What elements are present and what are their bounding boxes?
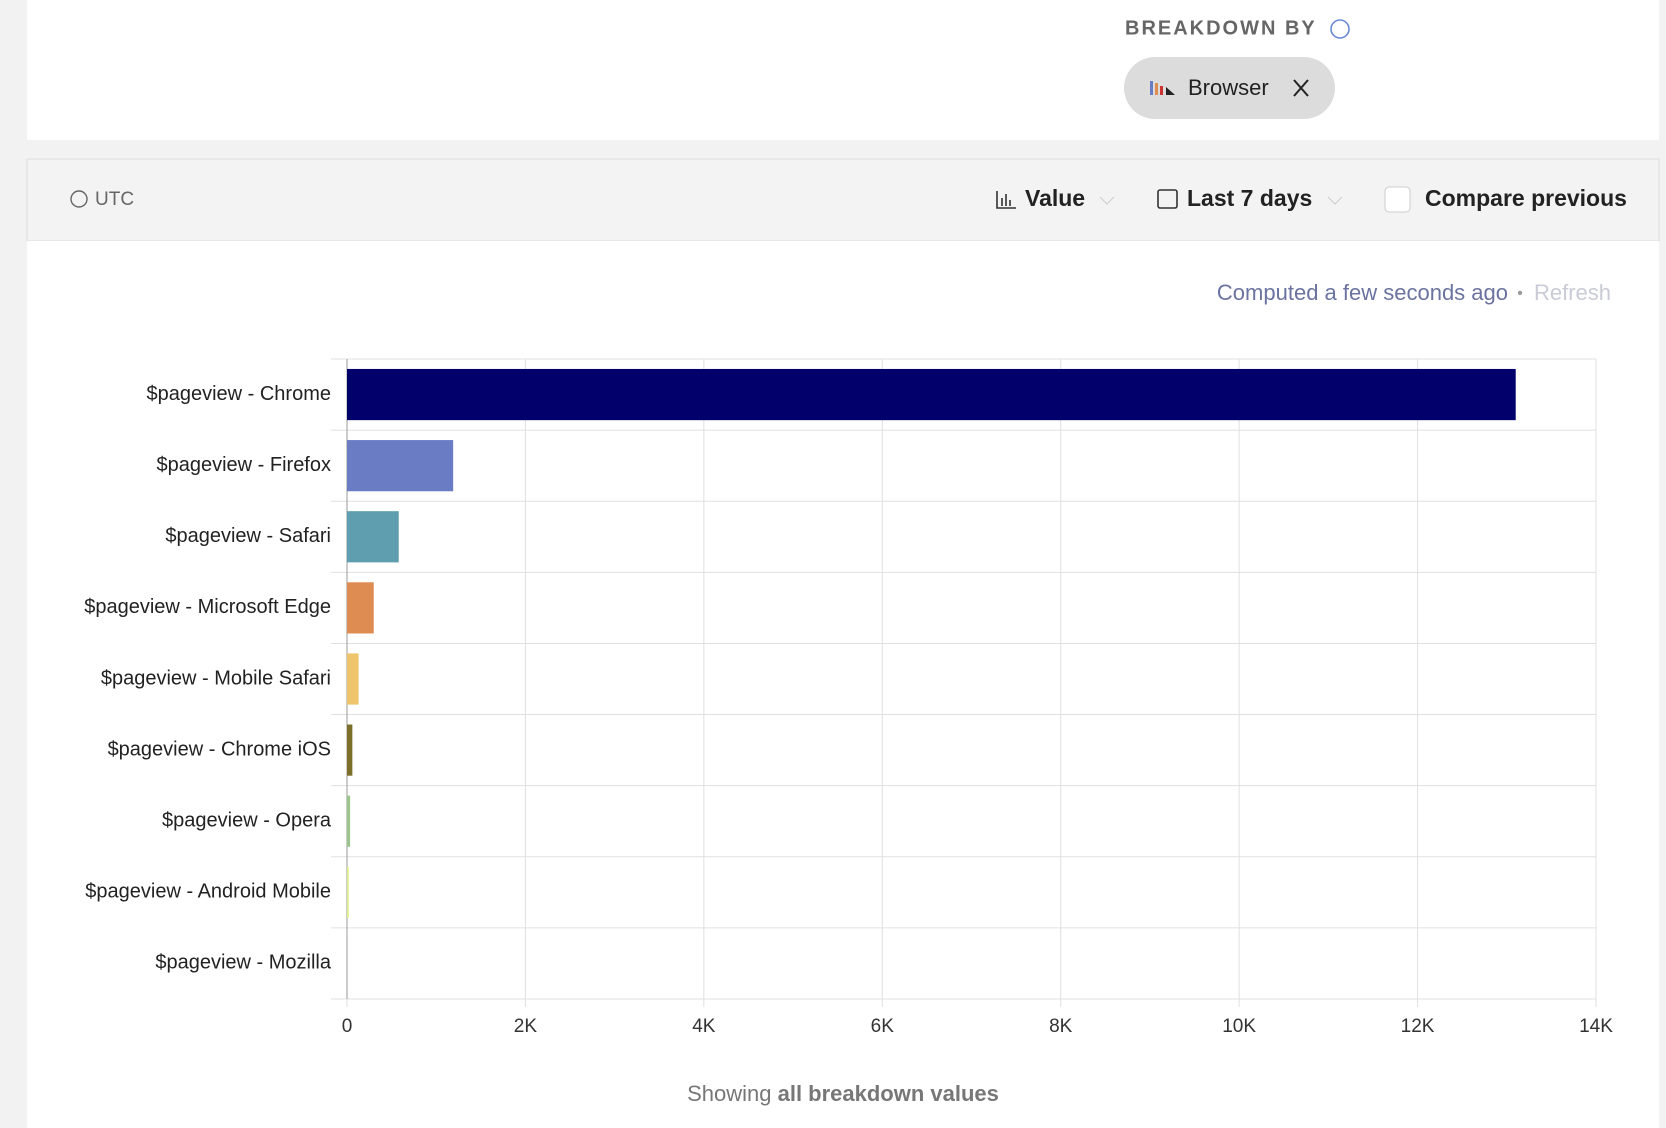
browser-chip[interactable] [1124,57,1335,119]
chip-remove[interactable] [1293,79,1309,97]
separator: • [1517,285,1523,302]
x-tick-label: 12K [1401,1016,1435,1037]
compare-label[interactable]: Compare previous [1425,185,1627,211]
display-select[interactable]: Value [1025,185,1085,211]
y-tick-label: $pageview - Safari [165,525,331,547]
x-tick-label: 8K [1049,1016,1073,1037]
y-tick-label: $pageview - Firefox [156,454,331,476]
y-tick-label: $pageview - Chrome [146,383,331,405]
chip-label: Browser [1188,75,1269,100]
compare-checkbox[interactable] [1384,186,1411,213]
y-tick-label: $pageview - Opera [162,810,332,832]
x-tick-label: 0 [342,1016,353,1037]
x-tick-label: 6K [871,1016,895,1037]
y-tick-label: $pageview - Chrome iOS [108,738,331,760]
chevron [1099,196,1115,205]
y-tick-label: $pageview - Android Mobile [85,881,331,903]
date-range-select[interactable]: Last 7 days [1187,185,1312,211]
footer-prefix: Showing [687,1081,771,1106]
bar [347,511,399,563]
computed-status: Computed a few seconds ago [1217,280,1508,305]
x-tick-label: 2K [514,1016,538,1037]
bar [347,724,353,776]
bar [347,653,359,705]
breakdown-label: BREAKDOWN BY [1125,17,1317,39]
bar [347,368,1516,421]
toolbar [26,158,1660,242]
footer-emphasis: all breakdown values [778,1081,999,1106]
x-tick-label: 14K [1579,1016,1613,1037]
globe-icon [70,190,88,208]
chevron [1327,196,1343,205]
breakdown-card [27,0,1659,140]
bar [347,795,351,847]
y-tick-label: $pageview - Mozilla [155,952,332,974]
y-tick-label: $pageview - Microsoft Edge [84,596,331,618]
footer: Showing all breakdown values [687,1081,999,1106]
x-tick-label: 4K [692,1016,716,1037]
info-icon[interactable] [1330,19,1350,39]
timezone: UTC [95,189,134,210]
x-tick-label: 10K [1222,1016,1256,1037]
calendar-icon [1157,189,1178,209]
bar [347,440,454,492]
chart-icon [996,191,1016,209]
refresh-link[interactable]: Refresh [1534,280,1611,305]
y-tick-label: $pageview - Mobile Safari [101,667,331,689]
bar [347,866,349,918]
bar [347,582,374,634]
plot: 0 2K 4K 6K 8K 10K 12K 14K $pageview - Chrome $pag… [84,358,1613,1037]
chip-icon [1150,81,1175,95]
